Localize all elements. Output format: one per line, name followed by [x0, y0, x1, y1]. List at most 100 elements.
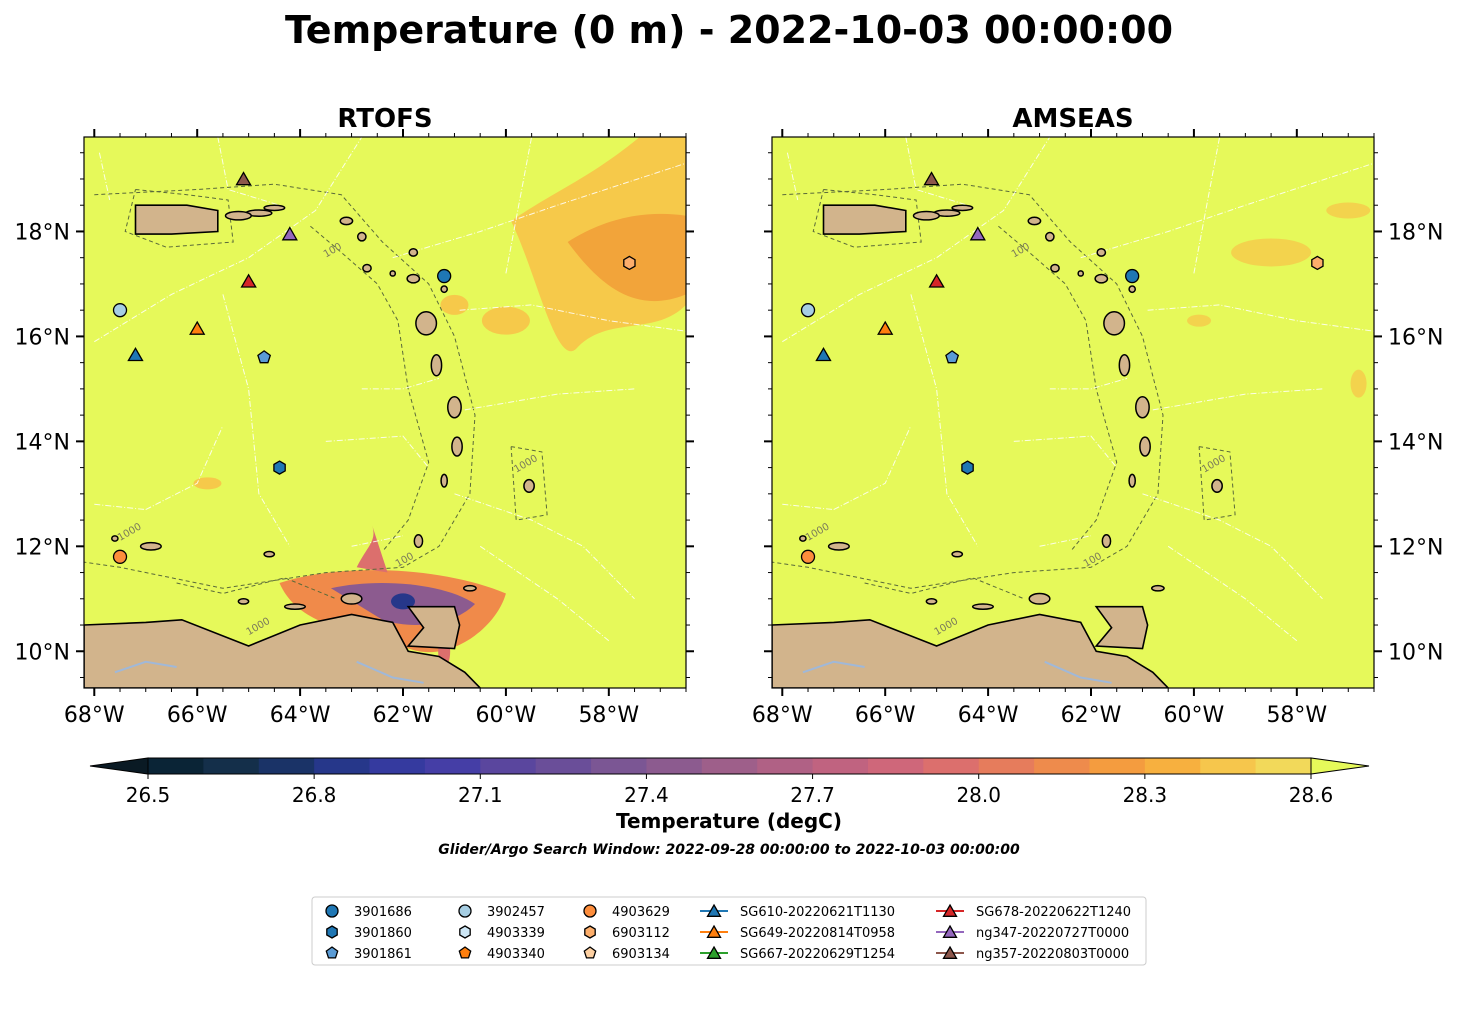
y-tick-label: 16°N: [1388, 325, 1443, 350]
eez-boundary: [1049, 377, 1128, 390]
obs-marker-ng357-20220803T0000: [235, 171, 252, 186]
island: [925, 598, 938, 605]
island: [1139, 436, 1151, 457]
obs-marker-3902457: [112, 303, 128, 318]
legend: 3901686 3901860 3901861 3902457 4903339 49033…: [311, 896, 1147, 966]
eez-boundary: [94, 503, 146, 511]
island: [1044, 231, 1055, 242]
island: [1135, 396, 1150, 419]
island: [1050, 263, 1060, 273]
island: [1118, 354, 1131, 377]
legend-marker-4903340: [458, 946, 472, 959]
island: [356, 231, 367, 242]
legend-marker-3901861: [325, 946, 339, 959]
trinidad-land: [406, 605, 461, 650]
depth-contour: [864, 577, 1025, 600]
eez-boundary: [1167, 545, 1298, 642]
obs-marker-SG649-20220814T0958: [877, 320, 894, 335]
colorbar-tick-label: 26.5: [126, 783, 171, 807]
river: [356, 660, 424, 684]
colorbar-bin: [314, 758, 371, 774]
warm-patch: [1326, 202, 1371, 219]
x-tick-label: 62°W: [373, 703, 434, 728]
obs-marker-3901860: [961, 460, 974, 475]
island: [971, 603, 994, 611]
warm-patch: [634, 138, 686, 167]
eez-boundary: [94, 137, 363, 343]
legend-label: ng347-20220727T0000: [976, 926, 1129, 941]
legend-label: 6903112: [612, 926, 670, 941]
x-tick-label: 60°W: [1164, 703, 1225, 728]
island: [462, 584, 477, 592]
legend-marker-4903339: [459, 925, 471, 939]
y-tick-label: 14°N: [15, 430, 70, 455]
island: [440, 473, 449, 488]
colorbar-over-arrow: [1310, 757, 1370, 775]
colorbar-bin: [535, 758, 592, 774]
depth-contour: [84, 183, 476, 589]
island: [362, 263, 372, 273]
legend-box: [311, 896, 1147, 966]
legend-label: 3902457: [487, 905, 545, 920]
eez-boundary: [222, 294, 291, 547]
obs-marker-6903112: [1311, 255, 1324, 271]
eez-boundary: [392, 162, 686, 259]
legend-marker-6903134: [583, 946, 597, 959]
legend-label: 4903629: [612, 905, 670, 920]
legend-label: 6903134: [612, 947, 670, 962]
x-tick-label: 66°W: [855, 703, 916, 728]
colorbar-tick-label: 28.6: [1289, 783, 1334, 807]
eez-boundary: [1147, 304, 1374, 332]
island: [413, 534, 424, 549]
x-tick-label: 68°W: [64, 703, 125, 728]
island: [1150, 584, 1165, 592]
island: [1103, 310, 1126, 336]
depth-contour: [772, 183, 1164, 589]
island: [111, 535, 119, 542]
eez-boundary: [361, 377, 440, 390]
legend-label: 4903339: [487, 926, 545, 941]
eez-boundary: [145, 425, 224, 511]
island: [799, 535, 807, 542]
obs-marker-4903629: [800, 549, 816, 564]
obs-marker-SG610-20220621T1130: [815, 347, 832, 362]
eez-boundary: [351, 535, 404, 547]
figure-title: Temperature (0 m) - 2022-10-03 00:00:00: [285, 8, 1173, 52]
x-tick-label: 66°W: [167, 703, 228, 728]
obs-marker-SG678-20220622T1240: [240, 273, 257, 288]
y-tick-label: 12°N: [15, 535, 70, 560]
legend-marker-6903112: [584, 925, 596, 939]
obs-marker-3901686: [437, 268, 452, 284]
warm-patch: [193, 477, 222, 490]
panel-title: AMSEAS: [1012, 104, 1133, 134]
island: [1211, 478, 1223, 494]
island: [340, 592, 363, 605]
legend-marker-SG678-20220622T1240: [942, 903, 958, 917]
island: [1096, 248, 1107, 257]
y-tick-label: 12°N: [1388, 535, 1443, 560]
colorbar-bin: [978, 758, 1035, 774]
colorbar-bin: [369, 758, 426, 774]
island: [951, 204, 974, 212]
colorbar-tick-label: 27.4: [624, 783, 669, 807]
eez-boundary: [905, 137, 968, 206]
eez-boundary: [479, 545, 610, 642]
island: [237, 598, 250, 605]
island: [451, 436, 463, 457]
colorbar-tick-label: 27.1: [458, 783, 503, 807]
island: [339, 216, 354, 226]
cool-plume-tail: [356, 525, 388, 573]
colorbar-bin: [923, 758, 980, 774]
obs-marker-3901861: [257, 350, 272, 364]
legend-marker-SG610-20220621T1130: [706, 903, 722, 917]
depth-contour: [176, 577, 337, 600]
island: [1094, 273, 1109, 284]
legend-marker-SG649-20220814T0958: [706, 924, 722, 938]
colorbar-bin: [1255, 758, 1312, 774]
warm-patch: [440, 294, 469, 315]
legend-marker-3901860: [326, 925, 338, 939]
legend-label: SG667-20220629T1254: [740, 947, 895, 962]
legend-marker-3901686: [325, 904, 339, 918]
